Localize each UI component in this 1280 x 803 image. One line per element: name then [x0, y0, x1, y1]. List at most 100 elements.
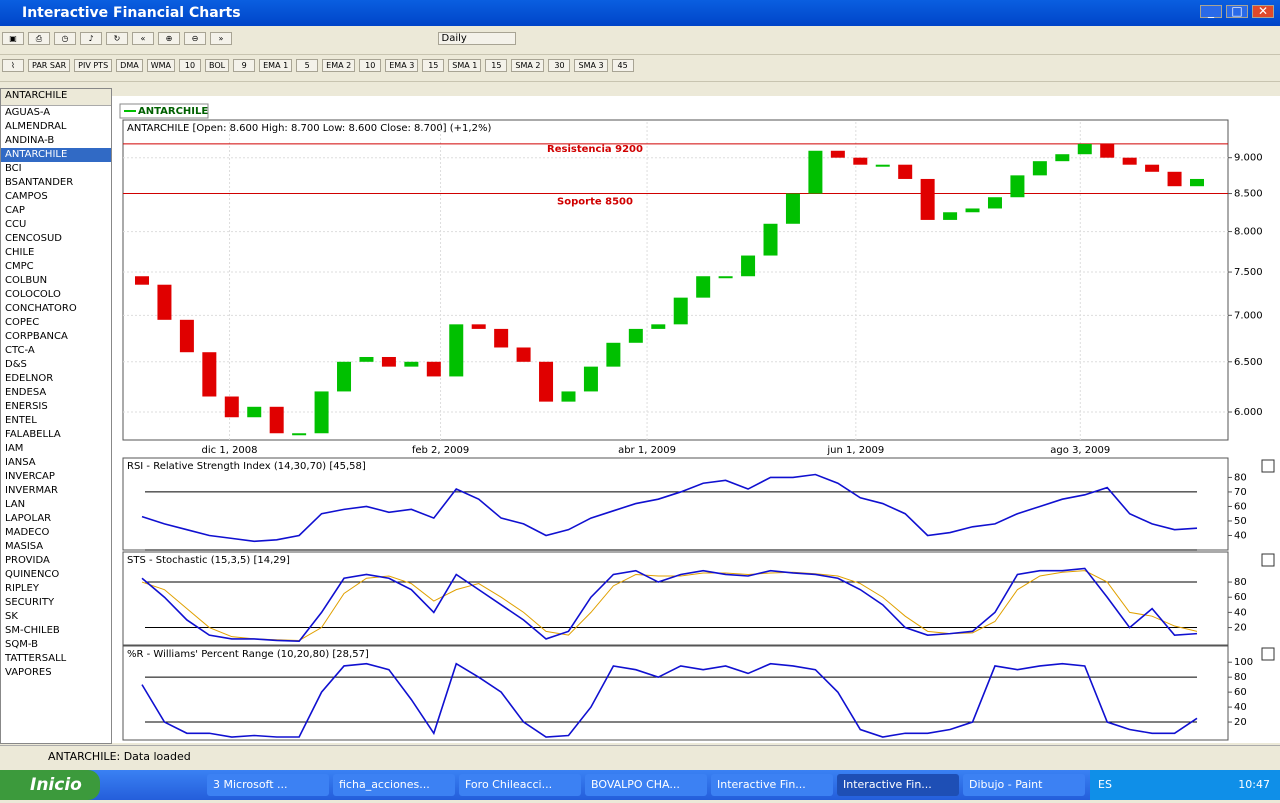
symbol-item[interactable]: COLOCOLO — [5, 289, 61, 300]
toolbar-button[interactable]: PIV PTS — [74, 59, 113, 72]
toolbar-button[interactable]: 30 — [548, 59, 571, 72]
tool[interactable]: ⊖ — [184, 32, 206, 45]
tool[interactable]: ⊕ — [158, 32, 180, 45]
symbol-item[interactable]: CHILE — [5, 247, 35, 258]
start-button[interactable]: Inicio — [0, 770, 100, 800]
toolbar-button[interactable]: EMA 1 — [259, 59, 293, 72]
symbol-item[interactable]: CENCOSUD — [5, 233, 63, 244]
toolbar-button[interactable]: 10 — [179, 59, 201, 72]
symbol-item[interactable]: CCU — [5, 219, 27, 230]
candle — [741, 255, 756, 277]
task-button[interactable]: Interactive Fin... — [837, 774, 959, 796]
symbol-item[interactable]: CONCHATORO — [5, 303, 77, 314]
toolbar-button[interactable]: PAR SAR — [28, 59, 71, 72]
symbol-item[interactable]: IAM — [5, 443, 24, 454]
toolbar-button[interactable]: BOL — [205, 59, 230, 72]
panel-title: RSI - Relative Strength Index (14,30,70)… — [127, 461, 366, 472]
symbol-item[interactable]: ANTARCHILE — [1, 148, 111, 162]
symbol-item[interactable]: INVERCAP — [5, 471, 55, 482]
task-button[interactable]: Dibujo - Paint — [963, 774, 1085, 796]
symbol-item[interactable]: CMPC — [5, 261, 34, 272]
candle — [943, 212, 958, 220]
symbol-item[interactable]: TATTERSALL — [5, 653, 67, 664]
symbol-item[interactable]: VAPORES — [5, 667, 52, 678]
symbol-item[interactable]: AGUAS-A — [5, 107, 51, 118]
symbol-item[interactable]: D&S — [5, 359, 27, 370]
symbol-item[interactable]: SK — [5, 611, 18, 622]
toolbar-button[interactable]: EMA 3 — [385, 59, 419, 72]
symbol-item[interactable]: COLBUN — [5, 275, 48, 286]
symbol-item[interactable]: BCI — [5, 163, 22, 174]
toolbar-button[interactable]: 15 — [422, 59, 445, 72]
toolbar-button[interactable]: 5 — [296, 59, 319, 72]
task-button[interactable]: Interactive Fin... — [711, 774, 833, 796]
candle — [673, 297, 688, 325]
close-panel[interactable] — [1261, 647, 1275, 661]
symbol-item[interactable]: PROVIDA — [5, 555, 50, 566]
toolbar-button[interactable]: SMA 3 — [574, 59, 608, 72]
symbol-item[interactable]: INVERMAR — [5, 485, 58, 496]
symbol-item[interactable]: COPEC — [5, 317, 40, 328]
symbol-item[interactable]: CAP — [5, 205, 25, 216]
symbol-item[interactable]: QUINENCO — [5, 569, 60, 580]
status-text: ANTARCHILE: Data loaded — [48, 750, 191, 763]
candle — [987, 197, 1002, 209]
list-items: AGUAS-A ALMENDRAL ANDINA-B ANTARCHILE BCI BSA… — [1, 106, 111, 680]
period-select[interactable]: Daily — [437, 32, 516, 45]
tool[interactable]: ⎙ — [28, 32, 50, 45]
toolbar-button[interactable]: 9 — [233, 59, 256, 72]
symbol-item[interactable]: CTC-A — [5, 345, 35, 356]
symbol-item[interactable]: BSANTANDER — [5, 177, 74, 188]
symbol-item[interactable]: SECURITY — [5, 597, 55, 608]
symbol-item[interactable]: CORPBANCA — [5, 331, 68, 342]
y-tick-label: 40 — [1234, 530, 1247, 541]
window-title: Interactive Financial Charts — [0, 0, 1280, 26]
symbol-item[interactable]: SM-CHILEB — [5, 625, 60, 636]
candle — [292, 433, 307, 436]
symbol-item[interactable]: ENDESA — [5, 387, 47, 398]
minimize[interactable]: _ — [1200, 5, 1222, 18]
toolbar-button[interactable]: SMA 1 — [448, 59, 482, 72]
toolbar-button[interactable]: 15 — [485, 59, 508, 72]
toolbar-button[interactable]: WMA — [146, 59, 175, 72]
symbol-item[interactable]: ALMENDRAL — [5, 121, 67, 132]
y-tick-label: 20 — [1234, 623, 1247, 634]
symbol-item[interactable]: LAPOLAR — [5, 513, 52, 524]
symbol-item[interactable]: ENERSIS — [5, 401, 48, 412]
task-button[interactable]: 3 Microsoft ... — [207, 774, 329, 796]
tool[interactable]: « — [132, 32, 154, 45]
tool[interactable]: ♪ — [80, 32, 102, 45]
task-button[interactable]: BOVALPO CHA... — [585, 774, 707, 796]
y-tick-label: 7.500 — [1234, 267, 1263, 278]
tool[interactable]: ▣ — [2, 32, 24, 45]
symbol-item[interactable]: ANDINA-B — [5, 135, 55, 146]
tool[interactable]: ↻ — [106, 32, 128, 45]
symbol-item[interactable]: MADECO — [5, 527, 50, 538]
symbol-item[interactable]: MASISA — [5, 541, 44, 552]
toolbar-button[interactable]: SMA 2 — [511, 59, 545, 72]
symbol-item[interactable]: EDELNOR — [5, 373, 54, 384]
toolbar-button[interactable]: DMA — [116, 59, 143, 72]
toolbar-button[interactable]: 45 — [611, 59, 634, 72]
candle — [1010, 175, 1025, 198]
maximize[interactable]: □ — [1226, 5, 1248, 18]
toolbar-button[interactable]: EMA 2 — [322, 59, 356, 72]
tool[interactable]: ◷ — [54, 32, 76, 45]
symbol-item[interactable]: CAMPOS — [5, 191, 48, 202]
close-panel[interactable] — [1261, 459, 1275, 473]
close-panel[interactable] — [1261, 553, 1275, 567]
candle — [1190, 178, 1204, 187]
symbol-item[interactable]: ENTEL — [5, 415, 37, 426]
toolbar-button[interactable]: 10 — [359, 59, 382, 72]
symbol-item[interactable]: IANSA — [5, 457, 36, 468]
tool[interactable]: ⌇ — [2, 59, 24, 72]
symbol-item[interactable]: FALABELLA — [5, 429, 61, 440]
symbol-item[interactable]: RIPLEY — [5, 583, 39, 594]
symbol-item[interactable]: LAN — [5, 499, 26, 510]
close[interactable]: ✕ — [1252, 5, 1274, 18]
y-tick-label: 50 — [1234, 516, 1247, 527]
symbol-item[interactable]: SQM-B — [5, 639, 38, 650]
task-button[interactable]: ficha_acciones... — [333, 774, 455, 796]
task-button[interactable]: Foro Chileacci... — [459, 774, 581, 796]
tool[interactable]: » — [210, 32, 232, 45]
